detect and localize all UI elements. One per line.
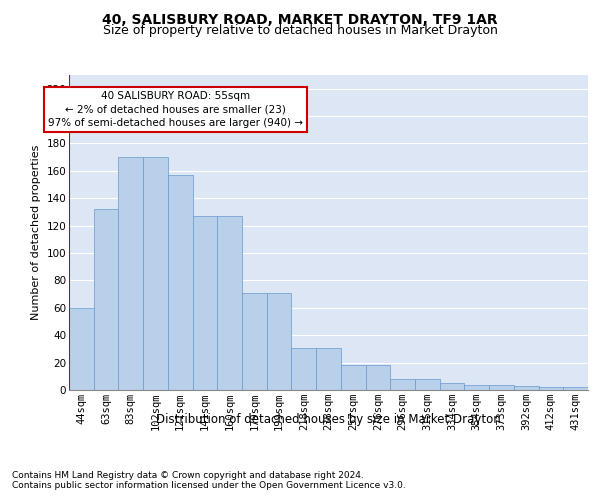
Text: Size of property relative to detached houses in Market Drayton: Size of property relative to detached ho… [103, 24, 497, 37]
Bar [341, 366, 365, 390]
Y-axis label: Number of detached properties: Number of detached properties [31, 145, 41, 320]
Bar [242, 293, 267, 390]
Text: Distribution of detached houses by size in Market Drayton: Distribution of detached houses by size … [157, 412, 501, 426]
Bar [118, 157, 143, 390]
Bar [217, 216, 242, 390]
Bar [267, 293, 292, 390]
Bar [539, 388, 563, 390]
Bar [489, 384, 514, 390]
Bar [69, 308, 94, 390]
Bar [168, 175, 193, 390]
Text: Contains HM Land Registry data © Crown copyright and database right 2024.: Contains HM Land Registry data © Crown c… [12, 470, 364, 480]
Bar [563, 388, 588, 390]
Bar [390, 379, 415, 390]
Text: 40 SALISBURY ROAD: 55sqm
← 2% of detached houses are smaller (23)
97% of semi-de: 40 SALISBURY ROAD: 55sqm ← 2% of detache… [48, 92, 303, 128]
Text: Contains public sector information licensed under the Open Government Licence v3: Contains public sector information licen… [12, 480, 406, 490]
Bar [415, 379, 440, 390]
Bar [464, 384, 489, 390]
Bar [94, 209, 118, 390]
Bar [514, 386, 539, 390]
Text: 40, SALISBURY ROAD, MARKET DRAYTON, TF9 1AR: 40, SALISBURY ROAD, MARKET DRAYTON, TF9 … [102, 12, 498, 26]
Bar [292, 348, 316, 390]
Bar [316, 348, 341, 390]
Bar [143, 157, 168, 390]
Bar [193, 216, 217, 390]
Bar [440, 383, 464, 390]
Bar [365, 366, 390, 390]
